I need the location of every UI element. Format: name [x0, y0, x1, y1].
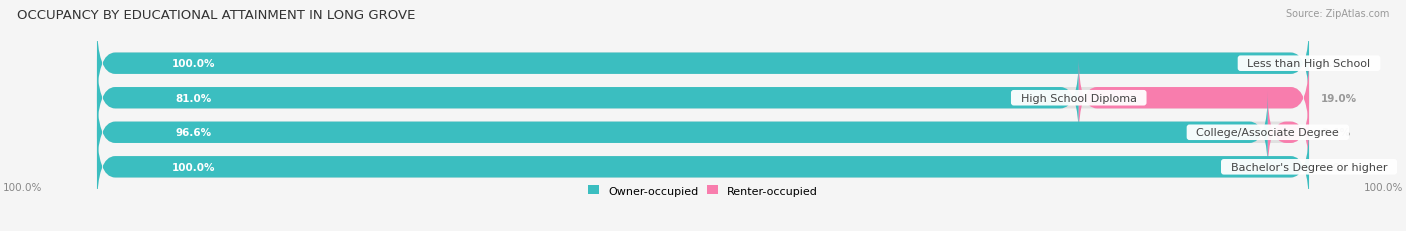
Text: College/Associate Degree: College/Associate Degree: [1189, 128, 1346, 138]
FancyBboxPatch shape: [97, 126, 1309, 208]
FancyBboxPatch shape: [1078, 57, 1309, 139]
Text: 100.0%: 100.0%: [1364, 182, 1403, 192]
Text: 19.0%: 19.0%: [1322, 93, 1357, 103]
Text: 3.4%: 3.4%: [1322, 128, 1350, 138]
Text: Less than High School: Less than High School: [1240, 59, 1378, 69]
Text: 100.0%: 100.0%: [3, 182, 42, 192]
Text: 81.0%: 81.0%: [176, 93, 212, 103]
FancyBboxPatch shape: [1268, 92, 1309, 174]
FancyBboxPatch shape: [97, 57, 1078, 139]
Text: 0.0%: 0.0%: [1322, 59, 1350, 69]
Text: Source: ZipAtlas.com: Source: ZipAtlas.com: [1285, 9, 1389, 19]
Text: 100.0%: 100.0%: [172, 162, 215, 172]
Text: 0.0%: 0.0%: [1322, 162, 1350, 172]
FancyBboxPatch shape: [97, 23, 1309, 105]
FancyBboxPatch shape: [97, 23, 1309, 105]
FancyBboxPatch shape: [97, 92, 1268, 174]
Legend: Owner-occupied, Renter-occupied: Owner-occupied, Renter-occupied: [588, 185, 818, 196]
Text: High School Diploma: High School Diploma: [1014, 93, 1143, 103]
Text: Bachelor's Degree or higher: Bachelor's Degree or higher: [1223, 162, 1395, 172]
FancyBboxPatch shape: [97, 57, 1309, 139]
Text: 100.0%: 100.0%: [172, 59, 215, 69]
Text: OCCUPANCY BY EDUCATIONAL ATTAINMENT IN LONG GROVE: OCCUPANCY BY EDUCATIONAL ATTAINMENT IN L…: [17, 9, 415, 22]
Text: 96.6%: 96.6%: [176, 128, 212, 138]
FancyBboxPatch shape: [97, 92, 1309, 174]
FancyBboxPatch shape: [97, 126, 1309, 208]
